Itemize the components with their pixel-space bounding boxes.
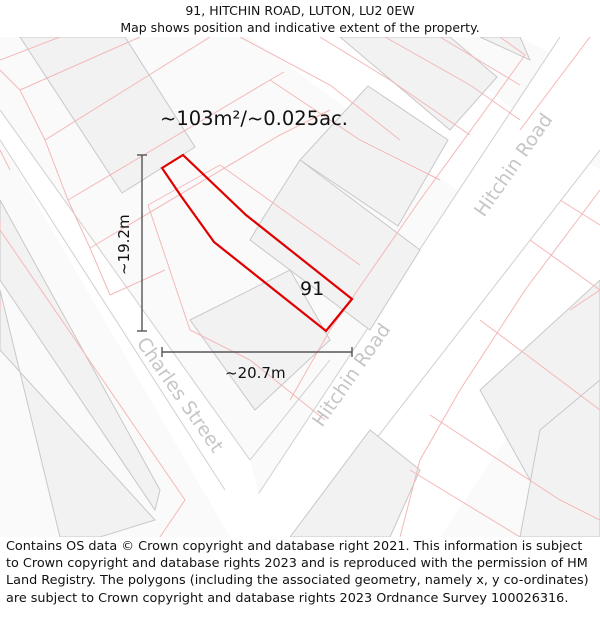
property-outline[interactable] xyxy=(160,153,354,333)
height-dimension-line xyxy=(137,154,147,332)
area-label: ~103m²/~0.025ac. xyxy=(160,107,348,130)
address-title: 91, HITCHIN ROAD, LUTON, LU2 0EW xyxy=(185,3,415,18)
width-dimension-label: ~20.7m xyxy=(225,364,286,382)
width-dimension-line xyxy=(161,347,353,357)
map-subtitle: Map shows position and indicative extent… xyxy=(120,20,480,35)
parcel-boundaries xyxy=(0,37,600,537)
buildings xyxy=(0,37,600,537)
charles-street xyxy=(0,109,331,537)
copyright-attribution: Contains OS data © Crown copyright and d… xyxy=(6,539,589,606)
height-dimension-label: ~19.2m xyxy=(115,214,133,275)
map-header: 91, HITCHIN ROAD, LUTON, LU2 0EW Map sho… xyxy=(0,0,600,37)
plot-number-label: 91 xyxy=(300,278,324,300)
property-map[interactable]: ~103m²/~0.025ac. 91 ~19.2m ~20.7m Charle… xyxy=(0,37,600,537)
